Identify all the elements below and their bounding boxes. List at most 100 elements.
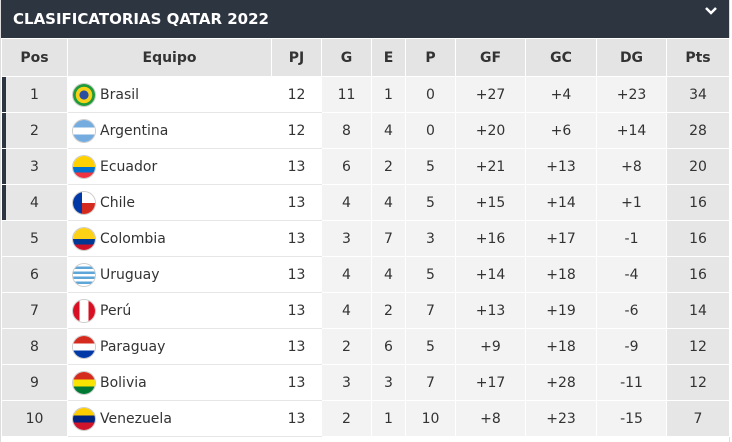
- flag-icon: [73, 119, 95, 142]
- stat-cell: +1: [596, 184, 667, 221]
- stat-cell: 8: [1, 328, 68, 365]
- team-name: Chile: [100, 194, 136, 211]
- stat-cell: -6: [596, 292, 667, 329]
- team-name: Venezuela: [100, 410, 172, 427]
- stat-cell: 3: [321, 220, 372, 257]
- title: CLASIFICATORIAS QATAR 2022: [13, 10, 269, 28]
- flag-icon: [73, 299, 95, 322]
- stat-cell: +14: [596, 112, 667, 149]
- stat-cell: +23: [525, 400, 597, 437]
- team-cell: Venezuela: [67, 400, 272, 437]
- stat-cell: 4: [321, 256, 372, 293]
- team-cell: Ecuador: [67, 148, 272, 185]
- stat-cell: 5: [405, 148, 456, 185]
- stat-cell: 16: [666, 256, 730, 293]
- column-header: Pts: [666, 38, 730, 77]
- team-name: Brasil: [100, 86, 140, 103]
- stat-cell: +8: [455, 400, 526, 437]
- stat-cell: 5: [1, 220, 68, 257]
- team-cell: Colombia: [67, 220, 272, 257]
- team-name: Colombia: [100, 230, 166, 247]
- team-row: 1 Brasil 12 11 1 0 +27 +4 +23 34: [1, 76, 730, 113]
- stat-cell: 7: [1, 292, 68, 329]
- stat-cell: 13: [271, 400, 322, 437]
- stat-cell: 7: [405, 364, 456, 401]
- standings-table: Pos Equipo PJ G E P GF GC DG Pts 1 Brasil 12 11 1 0 +27…: [1, 38, 730, 437]
- team-row: 2 Argentina 12 8 4 0 +20 +6 +14 28: [1, 112, 730, 149]
- column-header: GF: [455, 38, 526, 77]
- team-row: 3 Ecuador 13 6 2 5 +21 +13 +8 20: [1, 148, 730, 185]
- collapse-icon[interactable]: [705, 6, 717, 16]
- stat-cell: +15: [455, 184, 526, 221]
- stat-cell: 1: [371, 76, 406, 113]
- column-header: Pos: [1, 38, 68, 77]
- stat-cell: 13: [271, 184, 322, 221]
- column-header: E: [371, 38, 406, 77]
- flag-icon: [73, 155, 95, 178]
- stat-cell: 8: [321, 112, 372, 149]
- table-body: 1 Brasil 12 11 1 0 +27 +4 +23 34 2 Argentina 12 8 4 0 +2…: [1, 76, 730, 437]
- flag-icon: [73, 263, 95, 286]
- stat-cell: 1: [371, 400, 406, 437]
- stat-cell: 11: [321, 76, 372, 113]
- header-row: Pos Equipo PJ G E P GF GC DG Pts: [1, 38, 730, 77]
- stat-cell: 10: [405, 400, 456, 437]
- team-cell: Brasil: [67, 76, 272, 113]
- stat-cell: +18: [525, 256, 597, 293]
- flag-icon: [73, 407, 95, 430]
- stat-cell: +19: [525, 292, 597, 329]
- stat-cell: 1: [1, 76, 68, 113]
- flag-icon: [73, 191, 95, 214]
- column-header: P: [405, 38, 456, 77]
- header-bar: CLASIFICATORIAS QATAR 2022: [1, 0, 729, 38]
- team-name: Uruguay: [100, 266, 160, 283]
- stat-cell: +16: [455, 220, 526, 257]
- stat-cell: 6: [371, 328, 406, 365]
- stat-cell: +18: [525, 328, 597, 365]
- stat-cell: 5: [405, 328, 456, 365]
- stat-cell: -15: [596, 400, 667, 437]
- stat-cell: 12: [666, 364, 730, 401]
- stat-cell: 4: [321, 292, 372, 329]
- flag-icon: [73, 227, 95, 250]
- stat-cell: 2: [321, 328, 372, 365]
- stat-cell: 12: [666, 328, 730, 365]
- stat-cell: 16: [666, 184, 730, 221]
- stat-cell: 9: [1, 364, 68, 401]
- team-name: Ecuador: [100, 158, 158, 175]
- stat-cell: +4: [525, 76, 597, 113]
- stat-cell: 4: [371, 256, 406, 293]
- team-name: Bolivia: [100, 374, 147, 391]
- column-header: GC: [525, 38, 597, 77]
- stat-cell: 6: [1, 256, 68, 293]
- stat-cell: 34: [666, 76, 730, 113]
- team-cell: Argentina: [67, 112, 272, 149]
- team-row: 7 Perú 13 4 2 7 +13 +19 -6 14: [1, 292, 730, 329]
- stat-cell: +17: [455, 364, 526, 401]
- team-name: Argentina: [100, 122, 169, 139]
- stat-cell: 4: [1, 184, 68, 221]
- stat-cell: +27: [455, 76, 526, 113]
- stat-cell: 2: [371, 292, 406, 329]
- stat-cell: 16: [666, 220, 730, 257]
- column-header: DG: [596, 38, 667, 77]
- stat-cell: 3: [1, 148, 68, 185]
- stat-cell: 7: [371, 220, 406, 257]
- stat-cell: +9: [455, 328, 526, 365]
- stat-cell: 3: [321, 364, 372, 401]
- stat-cell: 2: [321, 400, 372, 437]
- flag-icon: [73, 371, 95, 394]
- stat-cell: 14: [666, 292, 730, 329]
- stat-cell: 7: [666, 400, 730, 437]
- team-row: 4 Chile 13 4 4 5 +15 +14 +1 16: [1, 184, 730, 221]
- stat-cell: 5: [405, 184, 456, 221]
- flag-icon: [73, 83, 95, 106]
- stat-cell: 12: [271, 76, 322, 113]
- stat-cell: 13: [271, 328, 322, 365]
- stat-cell: +8: [596, 148, 667, 185]
- stat-cell: +17: [525, 220, 597, 257]
- stat-cell: 2: [371, 148, 406, 185]
- stat-cell: 20: [666, 148, 730, 185]
- column-header: PJ: [271, 38, 322, 77]
